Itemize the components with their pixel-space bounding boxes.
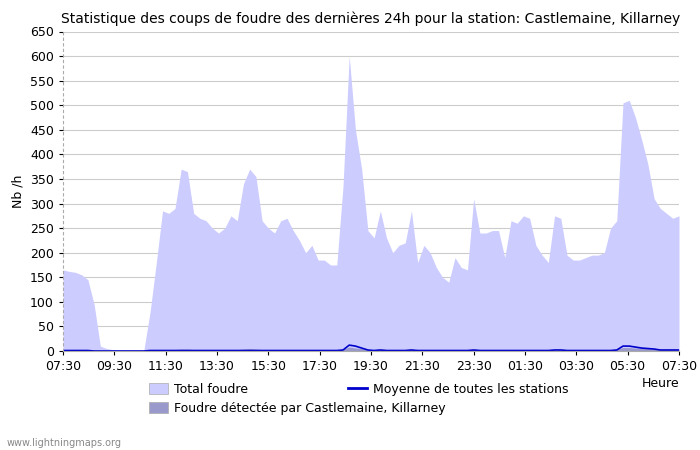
Text: Heure: Heure	[641, 377, 679, 390]
Y-axis label: Nb /h: Nb /h	[11, 175, 25, 208]
Text: www.lightningmaps.org: www.lightningmaps.org	[7, 437, 122, 447]
Title: Statistique des coups de foudre des dernières 24h pour la station: Castlemaine, : Statistique des coups de foudre des dern…	[62, 12, 680, 26]
Legend: Foudre détectée par Castlemaine, Killarney: Foudre détectée par Castlemaine, Killarn…	[149, 402, 446, 415]
